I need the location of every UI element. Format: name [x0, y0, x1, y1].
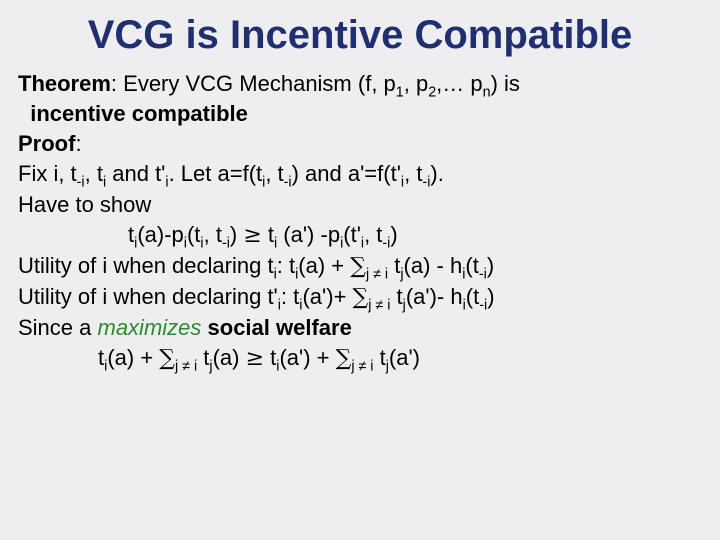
- have-line: Have to show: [18, 191, 702, 219]
- fin-h: (a'): [389, 345, 420, 370]
- ineq1-g: (a') -p: [277, 222, 340, 247]
- theorem-mid-a: , p: [404, 71, 428, 96]
- ut-f: (t: [465, 253, 478, 278]
- ineq1-j: ): [390, 222, 397, 247]
- inequality-line: ti(a)-pi(ti, t-i) ≥ ti (a') -pi(t'i, t-i…: [18, 221, 702, 250]
- fix-a: Fix i, t: [18, 161, 77, 186]
- fin-e: t: [264, 345, 276, 370]
- fin-c: t: [197, 345, 209, 370]
- ut2-g: ): [487, 284, 494, 309]
- ut-c: (a) +: [298, 253, 350, 278]
- ineq1-e: ): [230, 222, 243, 247]
- fix-line: Fix i, t-i, ti and t'i. Let a=f(ti, t-i)…: [18, 160, 702, 188]
- geq: ≥: [246, 346, 264, 371]
- ineq1-i: , t: [364, 222, 382, 247]
- sub-n: n: [483, 84, 491, 100]
- slide-body: Theorem: Every VCG Mechanism (f, p1, p2,…: [18, 70, 702, 374]
- theorem-line: Theorem: Every VCG Mechanism (f, p1, p2,…: [18, 70, 702, 98]
- ut-e: (a) - h: [404, 253, 463, 278]
- since-line: Since a maximizes social welfare: [18, 314, 702, 342]
- fix-d: . Let a=f(t: [169, 161, 263, 186]
- fin-f: (a') +: [279, 345, 335, 370]
- ineq1-h: (t': [343, 222, 361, 247]
- maximizes-word: maximizes: [98, 315, 202, 340]
- theorem-post: ) is: [491, 71, 520, 96]
- sub-mi: -i: [479, 297, 487, 313]
- sub-1: 1: [396, 84, 404, 100]
- slide-title: VCG is Incentive Compatible: [18, 14, 702, 56]
- sum: ∑: [336, 346, 352, 371]
- sub-mi: -i: [77, 175, 85, 191]
- ut-a: Utility of i when declaring t: [18, 253, 274, 278]
- ut-g: ): [487, 253, 494, 278]
- ineq1-f: t: [262, 222, 274, 247]
- theorem-pre: : Every VCG Mechanism (f, p: [111, 71, 396, 96]
- fin-g: t: [373, 345, 385, 370]
- ut2-a: Utility of i when declaring t': [18, 284, 278, 309]
- theorem-label: Theorem: [18, 71, 111, 96]
- final-inequality-line: ti(a) + ∑j ≠ i tj(a) ≥ ti(a') + ∑j ≠ i t…: [18, 344, 702, 373]
- sub-jnei: j ≠ i: [351, 359, 373, 375]
- incentive-text: incentive compatible: [30, 101, 248, 126]
- ineq1-d: , t: [204, 222, 222, 247]
- fix-f: ) and a'=f(t': [292, 161, 401, 186]
- utility-tprime-line: Utility of i when declaring t'i: ti(a')+…: [18, 283, 702, 312]
- ut2-e: (a')- h: [406, 284, 463, 309]
- utility-ti-line: Utility of i when declaring ti: ti(a) + …: [18, 252, 702, 281]
- proof-colon: :: [75, 131, 81, 156]
- theorem-mid-b: ,… p: [436, 71, 482, 96]
- sub-mi: -i: [479, 266, 487, 282]
- fix-g: , t: [404, 161, 422, 186]
- since-a: Since a: [18, 315, 98, 340]
- sub-2: 2: [428, 84, 436, 100]
- ut2-c: (a')+: [302, 284, 352, 309]
- sum: ∑: [159, 346, 175, 371]
- fix-b: , t: [85, 161, 103, 186]
- sub-jnei: j ≠ i: [175, 359, 197, 375]
- fin-b: (a) +: [107, 345, 159, 370]
- fix-c: and t': [106, 161, 165, 186]
- sub-jnei: j ≠ i: [366, 266, 388, 282]
- fix-e: , t: [265, 161, 283, 186]
- sub-mi: -i: [222, 235, 230, 251]
- ut-d: t: [388, 253, 400, 278]
- since-b: social welfare: [201, 315, 351, 340]
- sub-jnei: j ≠ i: [368, 297, 390, 313]
- ut2-d: t: [390, 284, 402, 309]
- sub-mi: -i: [284, 175, 292, 191]
- ineq1-b: (a)-p: [137, 222, 183, 247]
- proof-label: Proof: [18, 131, 75, 156]
- geq: ≥: [243, 223, 261, 248]
- proof-line: Proof:: [18, 130, 702, 158]
- sum: ∑: [350, 254, 366, 279]
- ut-b: : t: [277, 253, 295, 278]
- slide: VCG is Incentive Compatible Theorem: Eve…: [0, 0, 720, 394]
- sum: ∑: [353, 285, 369, 310]
- ut2-f: (t: [466, 284, 479, 309]
- incentive-line: incentive compatible: [18, 100, 702, 128]
- fix-h: ).: [430, 161, 443, 186]
- fin-d: (a): [213, 345, 246, 370]
- ut2-b: : t: [281, 284, 299, 309]
- ineq1-c: (t: [187, 222, 200, 247]
